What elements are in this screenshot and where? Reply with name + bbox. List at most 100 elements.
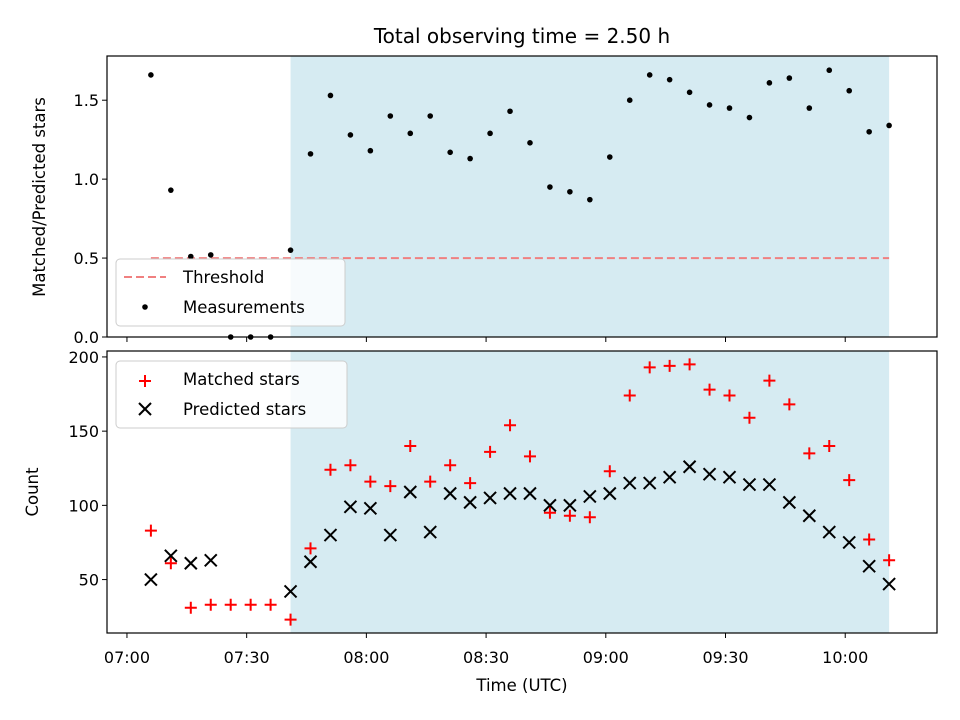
measurement-point: [207, 252, 214, 258]
matched-star-point: [224, 598, 237, 611]
predicted-star-point: [423, 525, 437, 539]
measurement-point: [606, 154, 613, 160]
predicted-star-point: [363, 501, 378, 516]
predicted-star-point: [204, 553, 218, 567]
matched-star-point: [344, 459, 357, 472]
measurement-point: [427, 113, 434, 119]
predicted-star-point: [303, 555, 318, 569]
matched-star-point: [444, 459, 457, 472]
predicted-star-point: [463, 495, 477, 510]
matched-star-point: [623, 389, 636, 402]
matched-star-point: [264, 598, 277, 611]
y-tick-label: 100: [68, 496, 99, 515]
bottom-x-ticks: 07:00 07:30 08:00 08:30 09:00 09:30 10:00: [104, 633, 868, 667]
matched-star-point: [643, 361, 656, 374]
measurement-point: [626, 97, 633, 104]
predicted-star-point: [443, 486, 457, 501]
bottom-y-axis-label: Count: [23, 467, 42, 517]
predicted-star-point: [164, 549, 178, 563]
measurement-point: [746, 114, 753, 121]
predicted-star-point: [323, 528, 338, 542]
measurement-point: [646, 72, 653, 78]
x-tick-label: 08:30: [463, 648, 509, 667]
matched-star-point: [563, 509, 576, 522]
predicted-star-point: [762, 477, 777, 492]
measurement-point: [148, 72, 154, 78]
measurement-point: [726, 105, 733, 111]
y-tick-label: 1.5: [74, 91, 99, 110]
measurement-point: [387, 113, 394, 119]
y-tick-label: 50: [79, 571, 99, 590]
measurement-point: [307, 151, 314, 157]
legend-matched-swatch: [139, 375, 151, 387]
measurement-point: [766, 80, 773, 86]
matched-star-point: [523, 450, 536, 463]
measurement-point: [567, 188, 573, 195]
matched-star-point: [603, 465, 616, 478]
predicted-star-point: [343, 500, 358, 514]
x-tick-label: 09:30: [702, 648, 748, 667]
y-tick-label: 150: [68, 422, 99, 441]
matched-star-point: [284, 613, 297, 626]
bottom-marks: [144, 358, 896, 626]
top-shaded-region: [290, 56, 890, 337]
top-y-axis-label: Matched/Predicted stars: [30, 97, 49, 297]
measurement-point: [527, 140, 533, 146]
x-tick-label: 07:00: [104, 648, 150, 667]
measurement-point: [487, 130, 493, 137]
predicted-star-point: [543, 498, 557, 513]
predicted-star-point: [144, 572, 158, 587]
matched-star-point: [803, 447, 816, 460]
matched-star-point: [324, 463, 337, 476]
x-axis-label: Time (UTC): [475, 676, 567, 695]
predicted-star-point: [563, 498, 577, 513]
matched-star-point: [843, 474, 856, 487]
bottom-plot-frame: [106, 350, 938, 634]
predicted-star-point: [642, 476, 657, 490]
predicted-star-point: [802, 509, 817, 523]
x-tick-label: 08:00: [343, 648, 389, 667]
top-legend-box: [115, 258, 346, 327]
predicted-star-point: [742, 477, 757, 492]
bottom-panel: 50 100 150 200 07:00 07:30 08:00 08:30 09:00 09:…: [23, 348, 938, 695]
predicted-star-point: [862, 559, 876, 573]
predicted-star-point: [623, 476, 637, 490]
measurement-point: [467, 155, 473, 162]
top-panel: 0.0 0.5 1.0 1.5 Total observing time = 2.50…: [30, 24, 938, 347]
matched-star-point: [364, 475, 377, 488]
predicted-star-point: [682, 460, 697, 474]
measurement-point: [507, 108, 513, 115]
top-legend: Threshold Measurements: [115, 258, 346, 327]
matched-star-point: [244, 598, 257, 611]
x-tick-label: 07:30: [224, 648, 270, 667]
predicted-star-point: [782, 495, 797, 510]
measurement-point: [706, 102, 713, 108]
predicted-star-point: [184, 556, 198, 570]
matched-star-point: [883, 554, 896, 567]
matched-star-point: [484, 445, 497, 458]
matched-star-point: [663, 359, 676, 372]
matched-star-point: [783, 398, 796, 411]
legend-measurements-label: Measurements: [183, 298, 305, 317]
matched-star-point: [504, 419, 517, 432]
matched-star-point: [823, 439, 836, 452]
matched-star-point: [424, 475, 437, 488]
y-tick-label: 0.5: [74, 249, 99, 268]
predicted-star-point: [603, 486, 617, 501]
matched-star-point: [583, 511, 596, 524]
measurement-point: [447, 149, 453, 156]
predicted-star-point: [702, 467, 717, 481]
bottom-legend: Matched stars Predicted stars: [115, 360, 348, 429]
matched-star-point: [464, 477, 477, 490]
y-tick-label: 0.0: [74, 328, 99, 347]
matched-star-point: [863, 533, 876, 546]
measurement-point: [666, 76, 673, 83]
matched-star-point: [543, 506, 556, 519]
predicted-star-point: [383, 528, 398, 542]
top-plot-frame: [106, 55, 938, 338]
legend-predicted-label: Predicted stars: [183, 400, 306, 419]
top-marks: [148, 67, 892, 340]
predicted-star-point: [722, 470, 737, 484]
measurement-point: [547, 184, 553, 190]
